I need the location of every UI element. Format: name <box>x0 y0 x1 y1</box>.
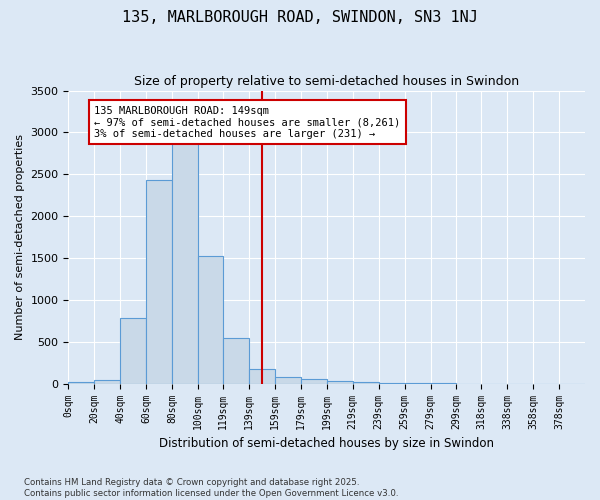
Text: Contains HM Land Registry data © Crown copyright and database right 2025.
Contai: Contains HM Land Registry data © Crown c… <box>24 478 398 498</box>
Bar <box>353 382 379 384</box>
Y-axis label: Number of semi-detached properties: Number of semi-detached properties <box>15 134 25 340</box>
Bar <box>68 382 94 384</box>
Bar <box>379 383 404 384</box>
Title: Size of property relative to semi-detached houses in Swindon: Size of property relative to semi-detach… <box>134 75 519 88</box>
Bar <box>301 379 327 384</box>
Bar <box>223 338 249 384</box>
Bar <box>121 318 146 384</box>
Text: 135, MARLBOROUGH ROAD, SWINDON, SN3 1NJ: 135, MARLBOROUGH ROAD, SWINDON, SN3 1NJ <box>122 10 478 25</box>
X-axis label: Distribution of semi-detached houses by size in Swindon: Distribution of semi-detached houses by … <box>159 437 494 450</box>
Bar <box>172 142 198 384</box>
Bar <box>249 370 275 384</box>
Bar <box>198 256 223 384</box>
Bar <box>327 381 353 384</box>
Bar <box>146 180 172 384</box>
Bar <box>275 377 301 384</box>
Bar <box>94 380 121 384</box>
Text: 135 MARLBOROUGH ROAD: 149sqm
← 97% of semi-detached houses are smaller (8,261)
3: 135 MARLBOROUGH ROAD: 149sqm ← 97% of se… <box>94 106 401 139</box>
